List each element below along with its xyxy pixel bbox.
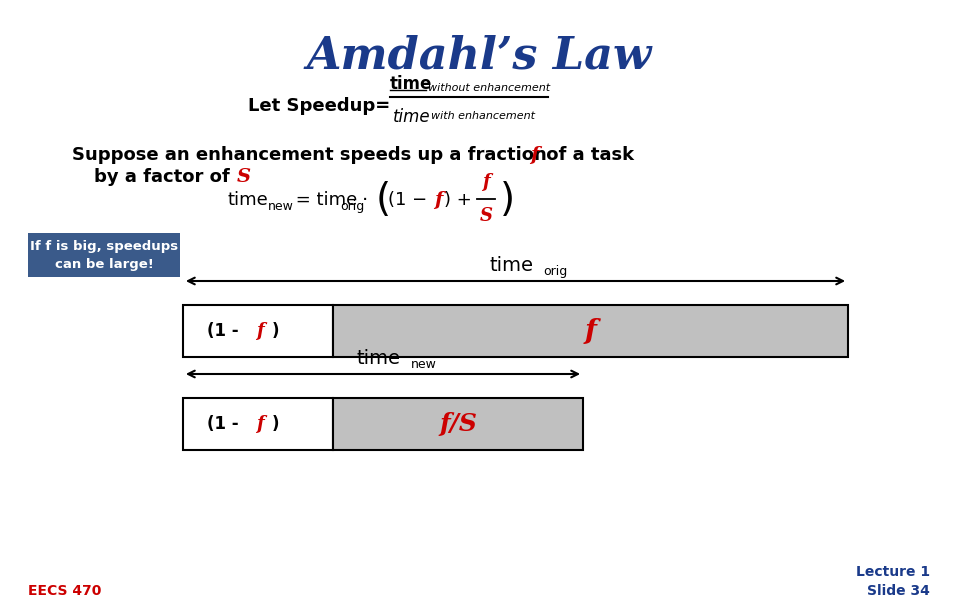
Bar <box>333 398 583 450</box>
Text: of a task: of a task <box>540 146 634 164</box>
FancyBboxPatch shape <box>28 233 180 277</box>
Text: f: f <box>530 146 538 164</box>
Text: orig: orig <box>543 265 568 278</box>
Text: (1 -: (1 - <box>207 415 244 433</box>
Text: f: f <box>482 173 490 191</box>
Bar <box>333 305 848 357</box>
Text: time: time <box>490 256 534 275</box>
Text: ): ) <box>500 181 515 219</box>
Text: Lecture 1
Slide 34: Lecture 1 Slide 34 <box>855 564 930 598</box>
Text: S: S <box>480 207 492 225</box>
Text: time: time <box>228 191 269 209</box>
Text: time: time <box>393 108 431 126</box>
Text: ): ) <box>272 322 280 340</box>
Text: time: time <box>390 75 432 93</box>
Bar <box>183 305 333 357</box>
Text: (1 −: (1 − <box>388 191 433 209</box>
Text: = time: = time <box>290 191 357 209</box>
Text: without enhancement: without enhancement <box>428 83 550 93</box>
Text: Suppose an enhancement speeds up a fraction: Suppose an enhancement speeds up a fract… <box>72 146 553 164</box>
Text: with enhancement: with enhancement <box>431 111 535 121</box>
Bar <box>183 398 333 450</box>
Text: f/S: f/S <box>439 412 477 436</box>
Text: f: f <box>434 191 443 209</box>
Text: orig: orig <box>340 200 364 212</box>
Text: by a factor of: by a factor of <box>94 168 236 186</box>
Text: f: f <box>256 322 263 340</box>
Text: new: new <box>268 200 294 212</box>
Text: S: S <box>237 168 251 186</box>
Text: f: f <box>256 415 263 433</box>
Text: EECS 470: EECS 470 <box>28 584 102 598</box>
Text: new: new <box>411 358 437 371</box>
Text: (: ( <box>376 181 391 219</box>
Text: Amdahl’s Law: Amdahl’s Law <box>307 34 651 77</box>
Text: If f is big, speedups
can be large!: If f is big, speedups can be large! <box>30 239 178 271</box>
Text: time: time <box>357 349 401 368</box>
Text: (1 -: (1 - <box>207 322 244 340</box>
Text: f: f <box>584 318 597 345</box>
Text: Let Speedup=: Let Speedup= <box>248 97 390 115</box>
Text: ·: · <box>362 190 375 209</box>
Text: ): ) <box>272 415 280 433</box>
Text: ) +: ) + <box>444 191 477 209</box>
